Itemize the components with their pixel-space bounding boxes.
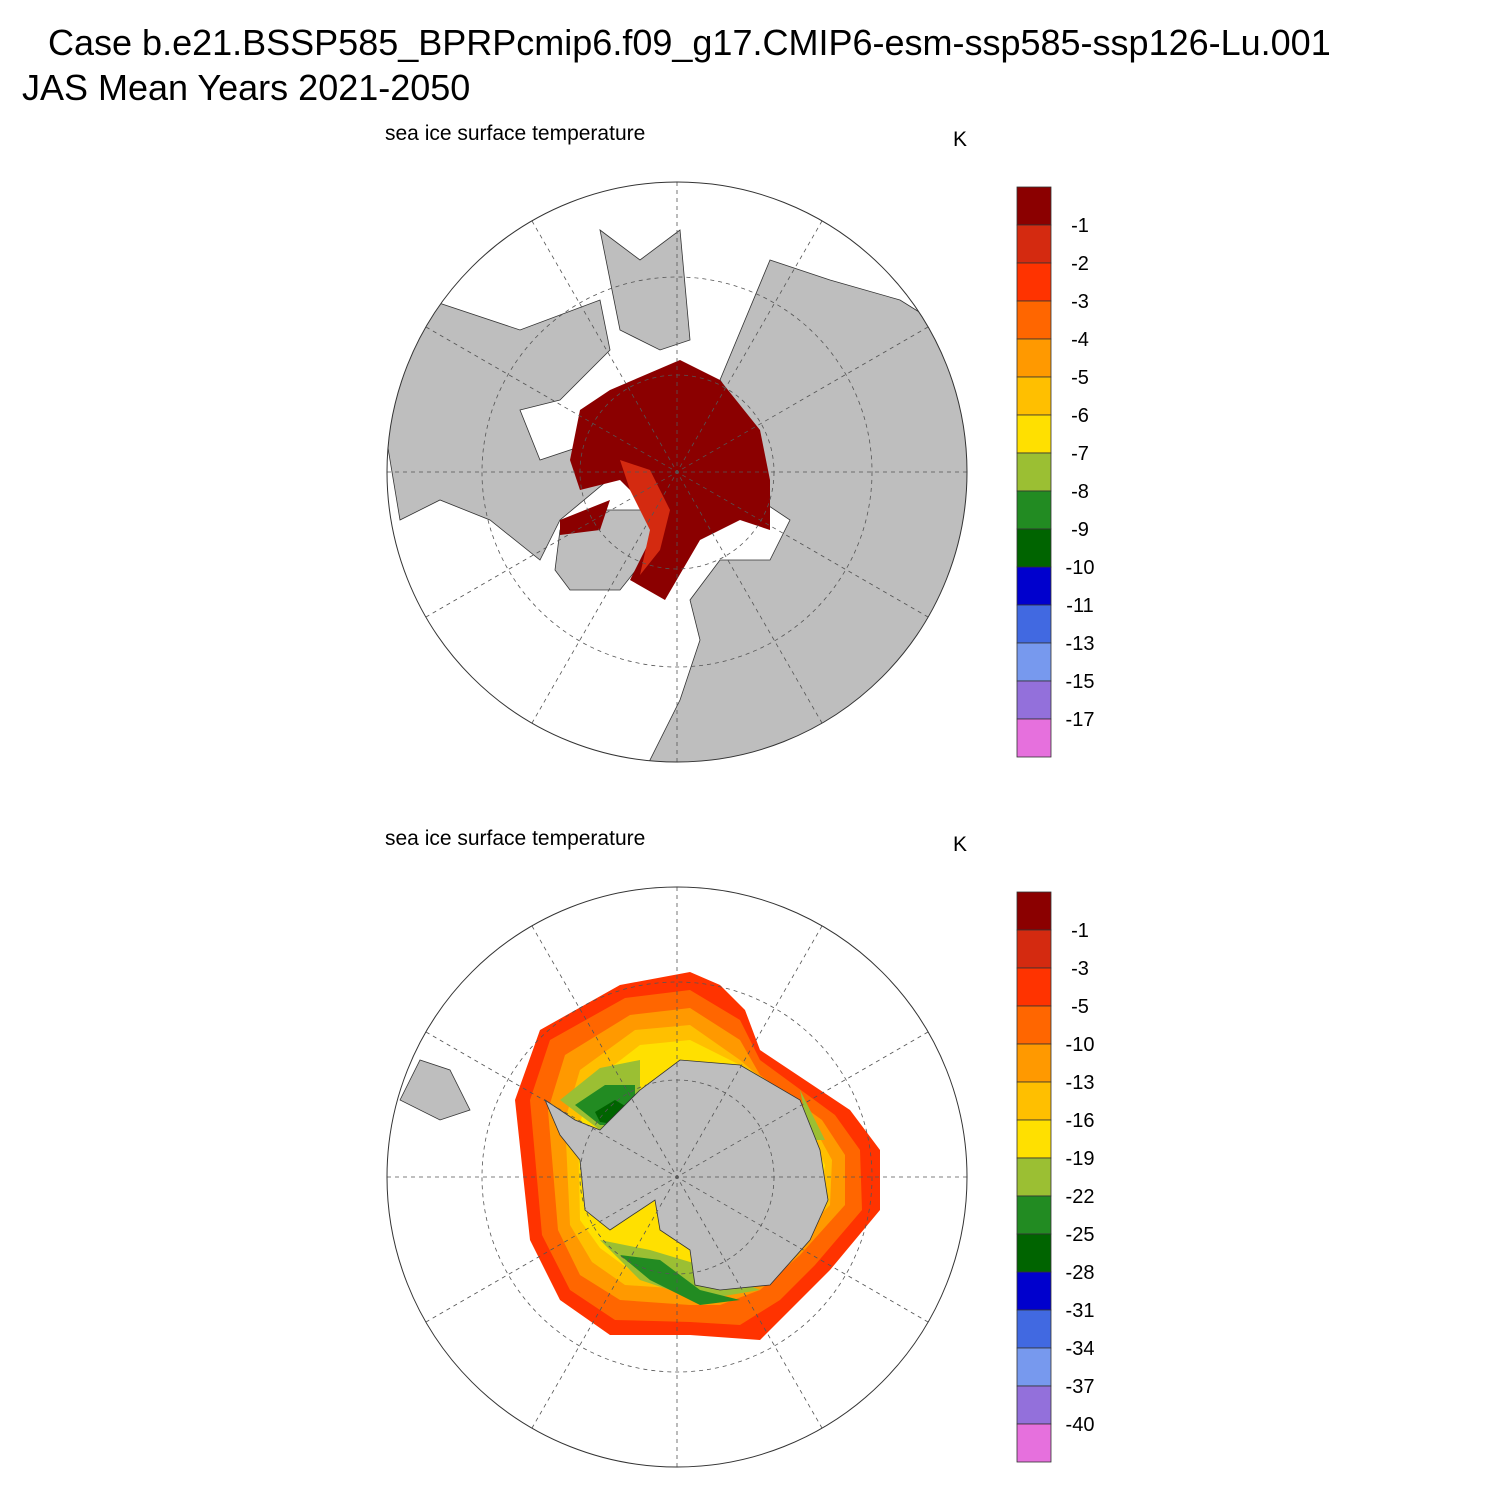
title-line2: JAS Mean Years 2021-2050 bbox=[22, 67, 470, 108]
colorbar-box bbox=[1016, 414, 1052, 454]
colorbar-label: -4 bbox=[1071, 329, 1089, 351]
colorbar-label: -31 bbox=[1066, 1300, 1095, 1322]
colorbar-label: -1 bbox=[1071, 920, 1089, 942]
colorbar-box bbox=[1016, 1157, 1052, 1197]
colorbar-box bbox=[1016, 1271, 1052, 1311]
colorbar-box bbox=[1016, 680, 1052, 720]
colorbar-label: -22 bbox=[1066, 1186, 1095, 1208]
colorbar-label: -5 bbox=[1071, 367, 1089, 389]
colorbar-box bbox=[1016, 1309, 1052, 1349]
colorbar-box bbox=[1016, 1423, 1052, 1463]
map-south bbox=[386, 886, 968, 1468]
colorbar-label: -8 bbox=[1071, 481, 1089, 503]
colorbar-box bbox=[1016, 642, 1052, 682]
colorbar-box bbox=[1016, 1195, 1052, 1235]
colorbar-box bbox=[1016, 338, 1052, 378]
colorbar-label: -11 bbox=[1066, 595, 1093, 617]
colorbar-label: -6 bbox=[1071, 405, 1089, 427]
colorbar-box bbox=[1016, 1119, 1052, 1159]
colorbar-label: -9 bbox=[1071, 519, 1089, 541]
colorbar-label: -15 bbox=[1066, 671, 1095, 693]
colorbar-label: -17 bbox=[1066, 709, 1095, 731]
colorbar-label: -1 bbox=[1071, 215, 1089, 237]
colorbar-label: -7 bbox=[1071, 443, 1089, 465]
colorbar-label: -10 bbox=[1066, 557, 1095, 579]
colorbar-label: -2 bbox=[1071, 253, 1089, 275]
colorbar-label: -3 bbox=[1071, 958, 1089, 980]
colorbar-box bbox=[1016, 891, 1052, 931]
colorbar-box bbox=[1016, 300, 1052, 340]
colorbar-box bbox=[1016, 262, 1052, 302]
colorbar-label: -34 bbox=[1066, 1338, 1095, 1360]
units: K bbox=[953, 833, 967, 856]
sea-ice bbox=[570, 360, 770, 600]
colorbar-label: -13 bbox=[1066, 1072, 1095, 1094]
colorbar-label: -5 bbox=[1071, 996, 1089, 1018]
sea-ice bbox=[620, 460, 670, 575]
colorbar-box bbox=[1016, 718, 1052, 758]
colorbar: -1 -2 -3 -4 -5 -6 -7 -8 -9 -10 -11 -13 -15 -17 bbox=[1016, 186, 1095, 758]
colorbar-box bbox=[1016, 224, 1052, 264]
colorbar-box bbox=[1016, 929, 1052, 969]
colorbar-label: -25 bbox=[1066, 1224, 1095, 1246]
colorbar-label: -13 bbox=[1066, 633, 1095, 655]
colorbar-box bbox=[1016, 452, 1052, 492]
colorbar-box bbox=[1016, 1005, 1052, 1045]
colorbar-box bbox=[1016, 528, 1052, 568]
colorbar-box bbox=[1016, 1347, 1052, 1387]
title-line1: Case b.e21.BSSP585_BPRPcmip6.f09_g17.CMI… bbox=[48, 22, 1331, 63]
map-north bbox=[386, 181, 968, 763]
colorbar-box bbox=[1016, 376, 1052, 416]
colorbar-label: -28 bbox=[1066, 1262, 1095, 1284]
colorbar-box bbox=[1016, 490, 1052, 530]
sea-ice bbox=[575, 1085, 740, 1305]
colorbar-label: -3 bbox=[1071, 291, 1089, 313]
panel-title: sea ice surface temperature bbox=[385, 122, 645, 145]
colorbar-box bbox=[1016, 1043, 1052, 1083]
colorbar-box bbox=[1016, 566, 1052, 606]
colorbar-label: -37 bbox=[1066, 1376, 1095, 1398]
colorbar-box bbox=[1016, 967, 1052, 1007]
colorbar-label: -40 bbox=[1066, 1414, 1095, 1436]
colorbar-box bbox=[1016, 1081, 1052, 1121]
colorbar-label: -16 bbox=[1066, 1110, 1095, 1132]
panel-title: sea ice surface temperature bbox=[385, 827, 645, 850]
colorbar-box bbox=[1016, 604, 1052, 644]
colorbar-label: -10 bbox=[1066, 1034, 1095, 1056]
colorbar-box bbox=[1016, 1385, 1052, 1425]
colorbar-label: -19 bbox=[1066, 1148, 1095, 1170]
units: K bbox=[953, 128, 967, 151]
colorbar: -1 -3 -5 -10 -13 -16 -19 -22 -25 -28 -31 -34 -37 -40 bbox=[1016, 891, 1095, 1463]
sea-ice bbox=[560, 500, 610, 535]
colorbar-box bbox=[1016, 186, 1052, 226]
colorbar-box bbox=[1016, 1233, 1052, 1273]
